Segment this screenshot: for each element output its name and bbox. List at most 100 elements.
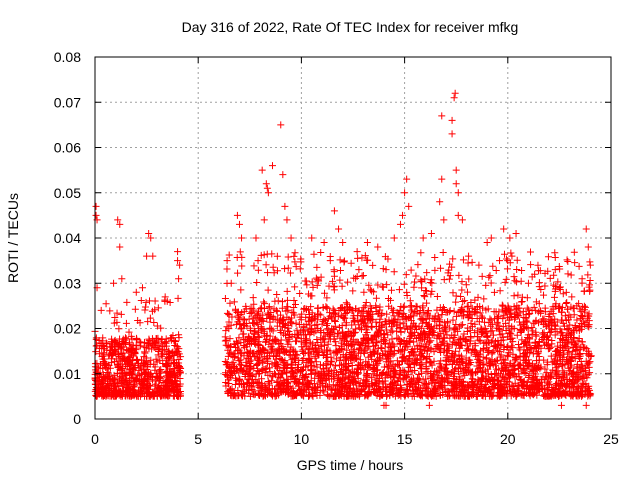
data-point [475,336,483,344]
data-point [257,251,265,259]
data-point [403,373,411,381]
data-point [512,354,520,362]
data-point [291,249,299,257]
data-point [508,381,516,389]
data-point [507,342,515,350]
data-point [163,351,171,359]
data-point [292,300,300,308]
data-point [515,312,523,320]
data-point [235,345,243,353]
data-point [504,353,512,361]
x-tick-label: 25 [603,431,619,447]
data-point [430,357,438,365]
data-point [281,202,289,210]
data-point [564,350,572,358]
data-point [312,389,320,397]
data-point [552,300,560,308]
data-point [283,216,291,224]
data-point [495,348,503,356]
data-point [277,344,285,352]
data-point [242,319,250,327]
data-point [278,304,286,312]
data-point [575,346,583,354]
data-point [452,166,460,174]
data-point [308,325,316,333]
data-point [156,366,164,374]
data-point [290,296,298,304]
data-point [506,307,514,315]
data-point [400,368,408,376]
data-point [288,308,296,316]
data-point [363,256,371,264]
data-point [292,319,300,327]
data-point [583,374,591,382]
data-point [249,294,257,302]
data-point [264,378,272,386]
data-point [582,318,590,326]
data-points [91,89,595,409]
data-point [166,392,174,400]
data-point [175,334,183,342]
x-tick-labels: 0 5 10 15 20 25 [91,431,619,447]
data-point [338,370,346,378]
data-point [361,379,369,387]
y-tick-label: 0.06 [54,140,81,156]
data-point [238,234,246,242]
data-point [487,370,495,378]
data-point [435,332,443,340]
data-point [524,279,532,287]
data-point [237,325,245,333]
data-point [527,261,535,269]
data-point [573,316,581,324]
data-point [532,298,540,306]
data-point [449,316,457,324]
data-point [376,392,384,400]
data-point [584,243,592,251]
data-point [483,339,491,347]
data-point [275,340,283,348]
data-point [468,375,476,383]
data-point [287,373,295,381]
data-point [351,377,359,385]
data-point [467,349,475,357]
data-point [451,89,459,97]
data-point [508,334,516,342]
data-point [142,384,150,392]
data-point [306,345,314,353]
data-point [451,381,459,389]
data-point [348,361,356,369]
data-point [396,348,404,356]
data-point [503,377,511,385]
data-point [324,320,332,328]
data-point [578,275,586,283]
data-point [461,371,469,379]
data-point [128,346,136,354]
data-point [404,367,412,375]
data-point [416,310,424,318]
data-point [313,348,321,356]
data-point [543,334,551,342]
data-point [463,288,471,296]
data-point [263,390,271,398]
data-point [255,392,263,400]
data-point [133,334,141,342]
data-point [141,303,149,311]
data-point [94,364,102,372]
data-point [405,378,413,386]
data-point [399,353,407,361]
data-point [253,278,261,286]
data-point [263,184,271,192]
data-point [571,340,579,348]
data-point [476,337,484,345]
data-point [373,329,381,337]
data-point [170,381,178,389]
data-point [123,376,131,384]
data-point [463,302,471,310]
data-point [337,339,345,347]
data-point [487,316,495,324]
data-point [125,328,133,336]
data-point [143,252,151,260]
data-point [134,316,142,324]
data-point [162,363,170,371]
data-point [465,345,473,353]
